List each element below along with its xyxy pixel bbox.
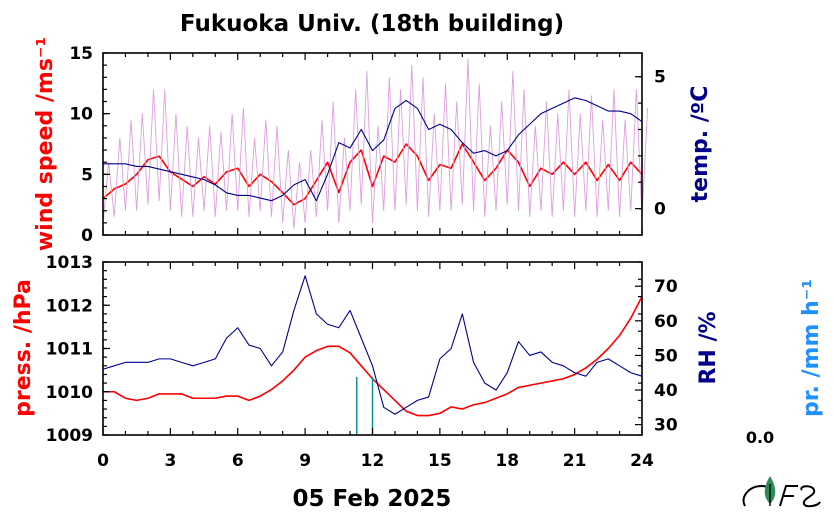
- x-tick-label: 12: [361, 451, 385, 471]
- wind-speed-axis-label: wind speed /ms⁻¹: [33, 37, 58, 251]
- right-y-tick-label: 40: [654, 381, 678, 401]
- left-y-tick-label: 0: [81, 226, 93, 246]
- chart-title: Fukuoka Univ. (18th building): [180, 11, 564, 37]
- x-tick-label: 0: [97, 451, 109, 471]
- right-y-tick-label: 70: [654, 277, 678, 297]
- wind-speed-10-min-mean--line: [102, 143, 643, 206]
- x-tick-label: 6: [232, 451, 244, 471]
- x-tick-label: 15: [428, 451, 452, 471]
- left-y-tick-label: 5: [81, 165, 93, 185]
- x-tick-label: 21: [563, 451, 587, 471]
- right-y-tick-label: 30: [654, 416, 678, 436]
- pressure-axis-label: press. /hPa: [11, 279, 36, 417]
- right-y-tick-label: 5: [654, 68, 666, 88]
- left-y-tick-label: 1009: [46, 426, 93, 446]
- x-tick-label: 24: [630, 451, 654, 471]
- x-tick-label: 9: [299, 451, 311, 471]
- lower-panel: 0 3 6 9 12 15 18 21 24 1009 1010 1011 1012 1013 30 40 50…: [46, 253, 678, 471]
- left-y-tick-label: 15: [69, 44, 93, 64]
- temperature-line: [103, 97, 643, 202]
- right-y-tick-label: 0: [654, 200, 666, 220]
- lab-logo: [742, 476, 821, 508]
- upper-panel: 0 5 10 15 0 5: [69, 44, 666, 246]
- right-y-tick-label: 60: [654, 312, 678, 332]
- left-y-tick-label: 1010: [46, 383, 93, 403]
- precipitation-axis-label: pr. /mm h⁻¹: [799, 279, 824, 417]
- x-tick-label: 3: [164, 451, 176, 471]
- relative-humidity-line: [102, 275, 643, 415]
- x-tick-label: 18: [495, 451, 519, 471]
- temperature-axis-label: temp. /ºC: [688, 86, 713, 203]
- precipitation-scale-value: 0.0: [746, 428, 774, 447]
- left-y-tick-label: 1011: [46, 340, 93, 360]
- humidity-axis-label: RH /%: [696, 311, 721, 384]
- left-y-tick-label: 1012: [46, 296, 93, 316]
- right-y-tick-label: 50: [654, 346, 678, 366]
- wind-speed-gust-range--line: [102, 59, 649, 229]
- left-y-tick-label: 10: [69, 105, 93, 125]
- left-y-tick-label: 1013: [46, 253, 93, 273]
- upper-plot-frame: [102, 52, 643, 236]
- date-label: 05 Feb 2025: [293, 486, 452, 512]
